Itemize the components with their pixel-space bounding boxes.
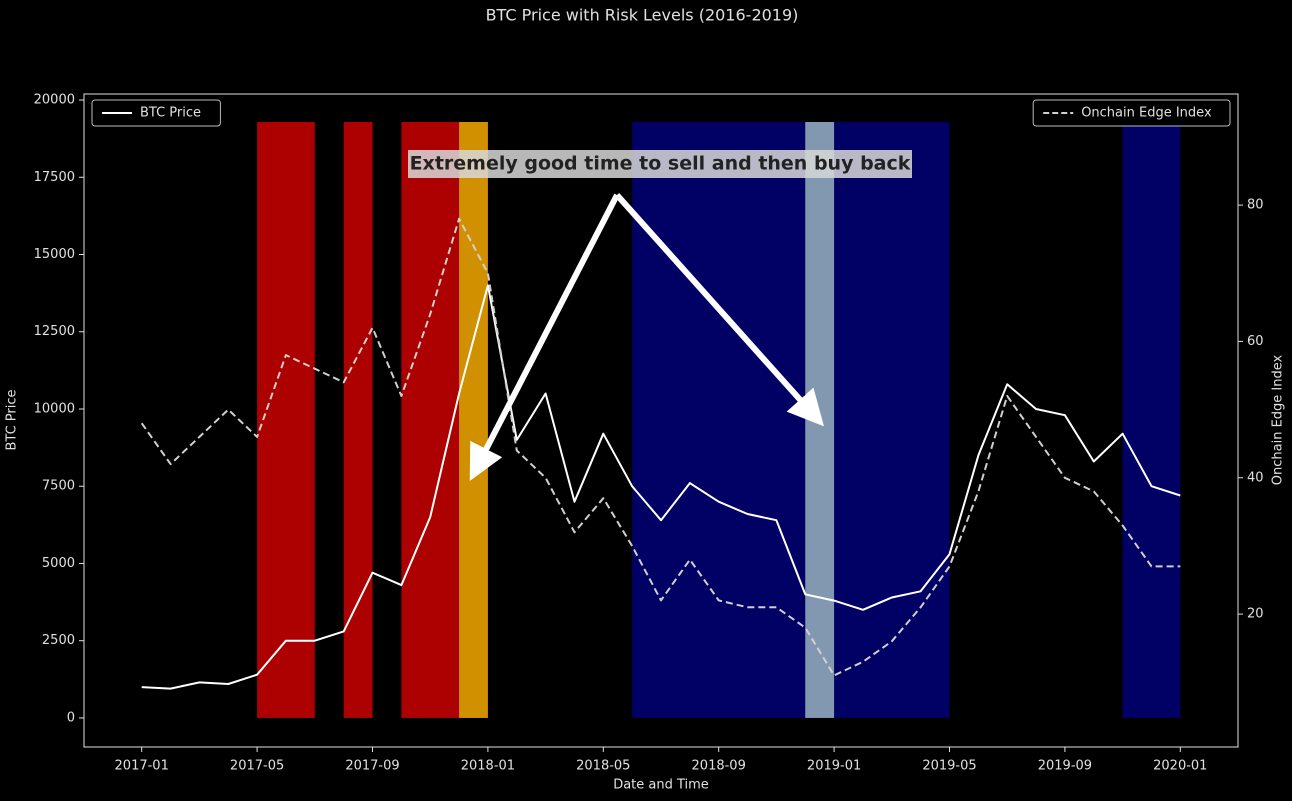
- x-tick-label: 2019-01: [807, 759, 861, 774]
- annotation-box: [408, 150, 912, 178]
- y-tick-label: 12500: [34, 324, 75, 339]
- x-tick-label: 2017-05: [230, 759, 284, 774]
- x-tick-label: 2018-01: [461, 759, 515, 774]
- y-tick-label: 20000: [34, 93, 75, 108]
- risk-span: [257, 122, 315, 718]
- annotation: Extremely good time to sell and then buy…: [410, 153, 911, 175]
- legend-label: BTC Price: [140, 106, 201, 121]
- x-tick-label: 2019-05: [922, 759, 976, 774]
- series-line: [140, 217, 1181, 677]
- annotation-arrow: [614, 192, 825, 427]
- plot-frame: [83, 93, 1239, 748]
- x-axis-label: Date and Time: [613, 778, 709, 793]
- y-tick-label: 17500: [34, 170, 75, 185]
- risk-span: [805, 122, 835, 718]
- risk-span: [343, 122, 373, 718]
- risk-span: [1122, 122, 1181, 718]
- risk-span: [459, 122, 488, 718]
- y-tick-label: 15000: [34, 247, 75, 262]
- x-tick-label: 2019-09: [1038, 759, 1092, 774]
- legend-box: [1032, 99, 1231, 127]
- y-tick-label: 2500: [42, 633, 75, 648]
- x-tick-label: 2017-09: [345, 759, 399, 774]
- y-axis-label: BTC Price: [5, 389, 20, 450]
- y2-tick-label: 40: [1247, 470, 1264, 485]
- legend-box: [91, 99, 221, 127]
- legend-label: Onchain Edge Index: [1081, 106, 1212, 121]
- x-tick-label: 2018-05: [576, 759, 630, 774]
- annotation-arrow: [469, 193, 620, 482]
- y2-tick-label: 60: [1247, 334, 1264, 349]
- lines: [140, 217, 1181, 690]
- x-tick-label: 2020-01: [1153, 759, 1207, 774]
- risk-spans: [257, 122, 1181, 718]
- x-tick-label: 2017-01: [115, 759, 169, 774]
- y-tick-label: 10000: [34, 401, 75, 416]
- y2-tick-label: 80: [1247, 198, 1264, 213]
- chart-title: BTC Price with Risk Levels (2016-2019): [486, 6, 799, 25]
- y-tick-label: 7500: [42, 479, 75, 494]
- y-tick-label: 0: [67, 710, 75, 725]
- y2-axis-label: Onchain Edge Index: [1271, 354, 1286, 485]
- series-line: [141, 284, 1181, 690]
- y2-tick-label: 20: [1247, 607, 1264, 622]
- x-tick-label: 2018-09: [692, 759, 746, 774]
- y-tick-label: 5000: [42, 556, 75, 571]
